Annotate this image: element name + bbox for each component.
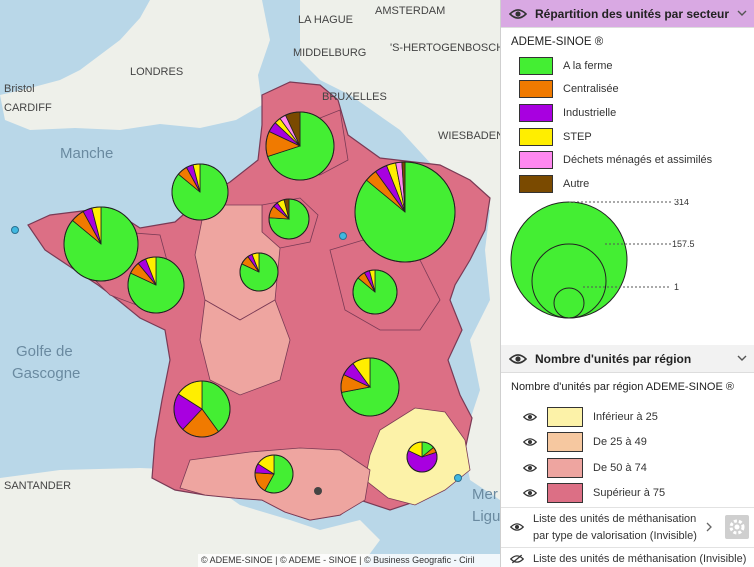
- map-attribution: © ADEME-SINOE | © ADEME - SINOE | © Busi…: [198, 554, 500, 567]
- label-wiesbaden: WIESBADEN: [438, 130, 500, 142]
- label-bristol: Bristol: [4, 83, 35, 95]
- section-title-sector: Répartition des unités par secteur: [535, 6, 730, 21]
- legend-label: A la ferme: [563, 59, 613, 72]
- legend-item: Industrielle: [501, 101, 754, 125]
- legend-item: Déchets ménagés et assimilés: [501, 148, 754, 172]
- region-class-swatch: [547, 457, 583, 478]
- chevron-down-icon[interactable]: [737, 353, 747, 363]
- label-middelburg: MIDDELBURG: [293, 47, 367, 59]
- region-class-item[interactable]: De 50 à 74: [501, 455, 754, 481]
- pie-chart[interactable]: [406, 441, 438, 473]
- pie-chart[interactable]: [265, 111, 335, 181]
- label-la-hague: LA HAGUE: [298, 14, 354, 26]
- pie-chart[interactable]: [127, 256, 185, 314]
- layer-valorisation-line2: par type de valorisation (Invisible): [533, 530, 697, 542]
- eye-icon[interactable]: [523, 437, 537, 447]
- pie-charts-layer: [63, 111, 456, 494]
- region-class-swatch: [547, 406, 583, 427]
- section-title-region: Nombre d'unités par région: [535, 351, 692, 366]
- pie-chart[interactable]: [352, 269, 398, 315]
- region-class-label: Inférieur à 25: [593, 410, 658, 423]
- legend-swatch: [519, 103, 553, 122]
- label-golfe-2: Gascogne: [12, 365, 81, 382]
- pie-chart[interactable]: [340, 357, 400, 417]
- region-class-label: De 25 à 49: [593, 436, 647, 449]
- label-golfe-1: Golfe de: [16, 343, 73, 360]
- legend-label: Centralisée: [563, 83, 619, 96]
- legend-swatch: [519, 56, 553, 75]
- size-legend-mid: 157.5: [672, 239, 695, 249]
- gear-icon: [729, 519, 745, 535]
- label-london: LONDRES: [130, 66, 184, 78]
- eye-icon[interactable]: [523, 412, 537, 422]
- layer-methanisation[interactable]: Liste des unités de méthanisation (Invis…: [501, 547, 754, 567]
- label-cardiff: CARDIFF: [4, 102, 52, 114]
- legend-swatch: [519, 127, 553, 146]
- eye-icon[interactable]: [509, 8, 527, 20]
- region-class-item[interactable]: De 25 à 49: [501, 430, 754, 456]
- eye-icon[interactable]: [523, 463, 537, 473]
- legend-label: Autre: [563, 177, 590, 190]
- label-bruxelles: BRUXELLES: [322, 91, 387, 103]
- section-header-sector[interactable]: Répartition des unités par secteur: [501, 0, 754, 28]
- map-canvas: [0, 0, 500, 567]
- legend-item: STEP: [501, 125, 754, 149]
- sector-legend: A la ferme Centralisée Industrielle STEP Déc…: [501, 54, 754, 196]
- chevron-right-icon[interactable]: [705, 522, 713, 532]
- size-legend-max: 314: [674, 199, 689, 207]
- region-class-item[interactable]: Inférieur à 25: [501, 404, 754, 430]
- map-view[interactable]: LA HAGUE AMSTERDAM Bristol LONDRES BRUXE…: [0, 0, 500, 567]
- legend-swatch: [519, 80, 553, 99]
- region-class-swatch: [547, 483, 583, 504]
- size-legend-min: 1: [674, 282, 679, 292]
- region-class-swatch: [547, 432, 583, 453]
- size-legend: 314 157.5 1: [510, 199, 695, 319]
- region-class-label: De 50 à 74: [593, 461, 647, 474]
- pie-chart[interactable]: [254, 454, 294, 494]
- label-ligu: Ligu: [472, 508, 500, 525]
- legend-label: STEP: [563, 130, 592, 143]
- region-class-item[interactable]: Supérieur à 75: [501, 481, 754, 507]
- section-header-region[interactable]: Nombre d'unités par région: [501, 345, 754, 373]
- pie-chart[interactable]: [354, 161, 456, 263]
- legend-panel: Répartition des unités par secteur ADEME…: [500, 0, 754, 567]
- region-legend: Inférieur à 25 De 25 à 49 De 50 à 74 Supéri…: [501, 404, 754, 506]
- layer-valorisation-line1: Liste des unités de méthanisation: [533, 513, 697, 525]
- source-sector: ADEME-SINOE ®: [511, 36, 604, 48]
- legend-swatch: [519, 174, 553, 193]
- legend-label: Industrielle: [563, 106, 617, 119]
- eye-icon[interactable]: [510, 522, 524, 532]
- source-region: Nombre d'unités par région ADEME-SINOE ®: [511, 381, 734, 393]
- legend-swatch: [519, 151, 553, 170]
- label-amsterdam: AMSTERDAM: [375, 5, 446, 17]
- settings-button[interactable]: [725, 515, 749, 539]
- eye-icon[interactable]: [523, 488, 537, 498]
- region-class-label: Supérieur à 75: [593, 487, 666, 500]
- label-mer: Mer: [472, 486, 498, 503]
- layer-methanisation-label: Liste des unités de méthanisation (Invis…: [533, 553, 747, 565]
- eye-icon[interactable]: [509, 353, 527, 365]
- legend-label: Déchets ménagés et assimilés: [563, 154, 713, 167]
- label-manche: Manche: [60, 145, 114, 162]
- region-limousin: [199, 299, 291, 396]
- legend-item: A la ferme: [501, 54, 754, 78]
- pie-chart[interactable]: [171, 163, 229, 221]
- pie-chart[interactable]: [173, 380, 231, 438]
- legend-item: Autre: [501, 172, 754, 196]
- chevron-down-icon[interactable]: [737, 8, 747, 18]
- pie-chart[interactable]: [268, 198, 310, 240]
- layer-valorisation[interactable]: Liste des unités de méthanisation par ty…: [501, 507, 754, 548]
- pie-chart[interactable]: [239, 252, 279, 292]
- legend-item: Centralisée: [501, 78, 754, 102]
- label-santander: SANTANDER: [4, 480, 72, 492]
- pie-chart[interactable]: [63, 206, 139, 282]
- label-hertogenbosch: 'S-HERTOGENBOSCH: [390, 42, 500, 54]
- eye-slash-icon[interactable]: [510, 554, 524, 564]
